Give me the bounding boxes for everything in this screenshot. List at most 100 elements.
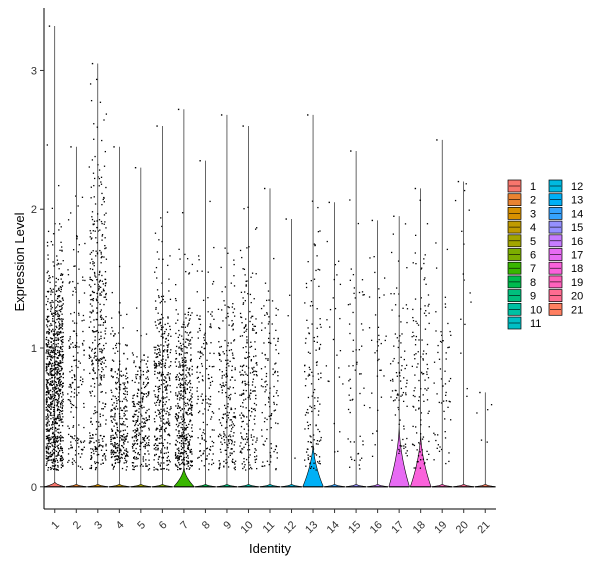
point — [126, 432, 129, 435]
point — [248, 461, 250, 464]
point — [101, 317, 103, 319]
point — [199, 350, 202, 353]
point — [398, 340, 400, 342]
point — [440, 378, 443, 380]
point — [45, 391, 47, 394]
point — [59, 458, 62, 461]
point — [153, 459, 155, 461]
point — [189, 460, 192, 462]
point — [209, 448, 211, 451]
point — [161, 282, 163, 284]
point — [102, 283, 104, 285]
point — [275, 314, 277, 316]
point — [140, 404, 143, 407]
violin-8 — [194, 160, 216, 488]
point — [376, 430, 378, 432]
point — [125, 418, 127, 420]
point — [88, 354, 90, 356]
point — [96, 358, 98, 360]
point — [148, 427, 150, 429]
point — [70, 411, 72, 413]
point — [49, 358, 52, 361]
point — [211, 311, 213, 313]
point — [358, 291, 361, 294]
point — [426, 343, 429, 346]
point — [95, 467, 97, 469]
point — [74, 265, 76, 267]
point — [196, 377, 199, 379]
point — [224, 427, 227, 429]
point — [169, 325, 171, 328]
point — [103, 201, 105, 203]
point — [131, 379, 134, 382]
point — [57, 448, 60, 450]
point — [159, 429, 161, 431]
point — [309, 441, 312, 443]
point — [263, 444, 265, 446]
point — [179, 435, 181, 437]
point — [187, 441, 189, 443]
point — [47, 382, 50, 384]
point — [55, 421, 57, 423]
point — [177, 402, 179, 405]
point — [202, 421, 205, 424]
point — [47, 321, 49, 323]
point — [203, 465, 205, 467]
point — [118, 332, 120, 334]
point — [54, 293, 56, 296]
point — [114, 445, 116, 447]
point — [305, 282, 308, 285]
point — [166, 374, 168, 376]
point — [186, 258, 189, 260]
point — [444, 306, 447, 308]
point — [97, 362, 99, 365]
point — [104, 455, 107, 457]
point — [440, 402, 443, 404]
point — [353, 459, 356, 462]
point — [423, 400, 425, 402]
point — [144, 445, 146, 447]
point — [182, 364, 184, 366]
point — [48, 275, 50, 277]
point — [121, 409, 124, 412]
point — [183, 359, 185, 361]
violin-5 — [129, 167, 152, 488]
point — [68, 459, 70, 462]
point — [356, 363, 358, 365]
point — [241, 448, 243, 450]
point — [62, 385, 64, 387]
point — [55, 281, 57, 283]
points-3 — [88, 62, 108, 471]
point — [337, 450, 339, 453]
point — [75, 439, 77, 442]
point — [141, 401, 144, 403]
point — [53, 334, 55, 337]
point — [221, 443, 223, 445]
point — [222, 384, 225, 387]
point — [98, 185, 100, 187]
point — [183, 443, 185, 445]
point — [245, 318, 247, 320]
point — [98, 288, 100, 290]
point — [349, 399, 351, 401]
point — [146, 366, 148, 368]
point — [53, 330, 55, 332]
point — [424, 379, 426, 381]
point — [124, 455, 127, 457]
point — [115, 443, 117, 445]
point — [165, 381, 167, 383]
point — [187, 461, 189, 463]
point — [244, 357, 246, 359]
point — [183, 459, 185, 461]
point — [114, 437, 116, 439]
point — [57, 300, 59, 303]
point — [94, 177, 96, 180]
point — [428, 426, 430, 428]
point — [136, 356, 138, 358]
point — [233, 263, 235, 266]
point — [136, 420, 139, 422]
point — [248, 419, 251, 422]
point — [167, 451, 169, 454]
point — [186, 439, 188, 441]
point — [67, 393, 69, 395]
